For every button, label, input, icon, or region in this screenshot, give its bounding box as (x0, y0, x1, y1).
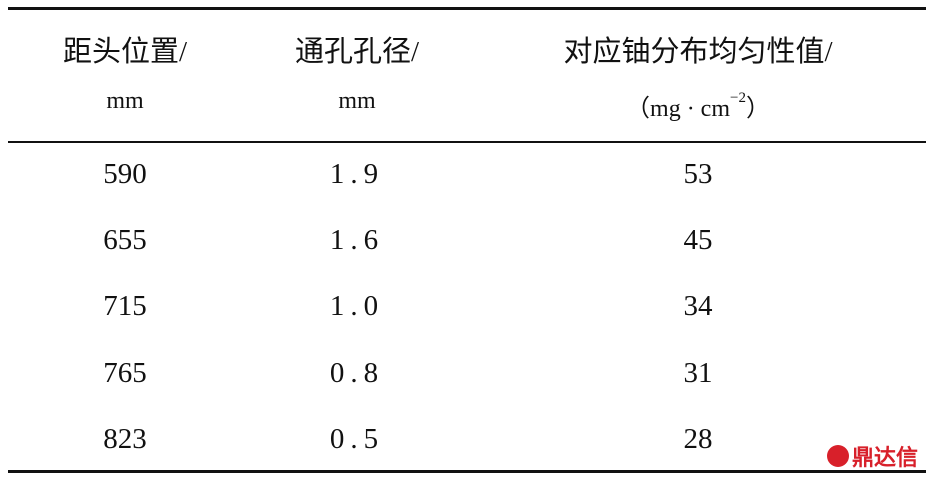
bottom-rule (8, 470, 926, 473)
table-cell: 1.6 (329, 224, 385, 256)
header-title: 对应铀分布均匀性值/ (563, 36, 833, 68)
table-cell: 0.5 (329, 423, 385, 455)
table-cell: 715 (103, 290, 147, 322)
table-cell: 823 (103, 423, 147, 455)
header-unit: （mg · cm−2） (626, 88, 770, 123)
header-unit: mm (106, 88, 143, 115)
table-cell: 0.8 (329, 357, 385, 389)
unit-text: （mg · cm (626, 96, 731, 122)
watermark: 鼎达信 (826, 440, 918, 472)
watermark-text: 鼎达信 (851, 446, 918, 471)
header-unit: mm (338, 88, 375, 115)
unit-text: mm (106, 88, 144, 114)
top-rule (8, 7, 926, 10)
unit-text: mm (338, 88, 376, 114)
unit-text: ） (745, 96, 770, 122)
header-title: 通孔孔径/ (294, 36, 420, 68)
table-cell: 590 (103, 158, 147, 190)
table-cell: 1.0 (329, 290, 385, 322)
header-rule (8, 141, 926, 143)
unit-exponent: −2 (730, 90, 746, 106)
watermark-logo (826, 445, 849, 467)
table-cell: 765 (103, 357, 147, 389)
table-cell: 31 (683, 357, 713, 389)
table-cell: 53 (683, 158, 713, 190)
table-cell: 655 (103, 224, 147, 256)
header-title: 距头位置/ (62, 36, 188, 68)
table-cell: 34 (683, 290, 713, 322)
table-cell: 1.9 (329, 158, 385, 190)
table-cell: 45 (683, 224, 713, 256)
table-cell: 28 (683, 423, 713, 455)
